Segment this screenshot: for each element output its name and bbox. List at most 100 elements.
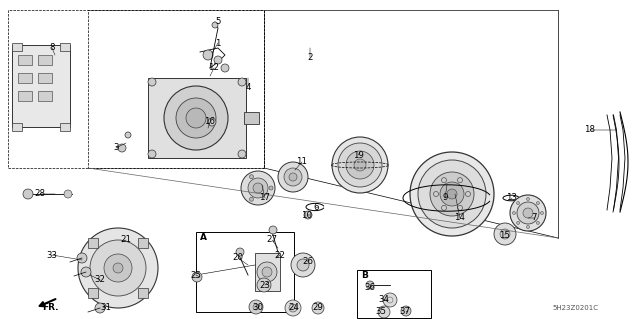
Text: 11: 11	[296, 158, 307, 167]
Circle shape	[118, 144, 126, 152]
Text: FR.: FR.	[42, 302, 58, 311]
Circle shape	[23, 189, 33, 199]
Circle shape	[262, 267, 272, 277]
Circle shape	[366, 281, 374, 289]
Circle shape	[354, 159, 366, 171]
Circle shape	[253, 183, 263, 193]
Circle shape	[214, 56, 222, 64]
Text: B: B	[361, 271, 368, 280]
Bar	[18, 91, 32, 101]
Circle shape	[291, 253, 315, 277]
Circle shape	[401, 306, 411, 316]
Circle shape	[269, 186, 273, 190]
Circle shape	[304, 211, 312, 219]
Text: 8: 8	[49, 43, 55, 53]
Text: 28: 28	[35, 189, 45, 198]
Circle shape	[148, 78, 156, 86]
Text: 14: 14	[454, 213, 465, 222]
Circle shape	[541, 211, 543, 214]
Bar	[244, 112, 259, 124]
Circle shape	[148, 150, 156, 158]
Circle shape	[203, 50, 213, 60]
Circle shape	[186, 108, 206, 128]
Circle shape	[90, 240, 146, 296]
Circle shape	[513, 211, 515, 214]
Circle shape	[458, 178, 463, 183]
Circle shape	[238, 78, 246, 86]
Circle shape	[289, 173, 297, 181]
Text: 26: 26	[303, 257, 314, 266]
Bar	[88, 288, 97, 299]
Circle shape	[312, 302, 324, 314]
Circle shape	[494, 223, 516, 245]
Text: 35: 35	[376, 308, 387, 316]
Circle shape	[81, 267, 91, 277]
Text: 20: 20	[232, 254, 243, 263]
Text: 5: 5	[215, 18, 221, 26]
Circle shape	[64, 190, 72, 198]
Circle shape	[77, 253, 87, 263]
Text: 36: 36	[365, 284, 376, 293]
Circle shape	[418, 160, 486, 228]
Bar	[38, 55, 52, 65]
Circle shape	[248, 178, 268, 198]
Bar	[196, 232, 294, 312]
Circle shape	[284, 168, 302, 186]
Circle shape	[500, 229, 510, 239]
Bar	[12, 43, 22, 51]
Circle shape	[241, 171, 275, 205]
Bar	[18, 73, 32, 83]
Circle shape	[236, 248, 244, 256]
Circle shape	[257, 262, 277, 282]
Circle shape	[164, 86, 228, 150]
Circle shape	[78, 228, 158, 308]
Circle shape	[125, 132, 131, 138]
Circle shape	[176, 98, 216, 138]
Circle shape	[536, 221, 540, 224]
Circle shape	[346, 151, 374, 179]
Circle shape	[257, 278, 271, 292]
Text: 23: 23	[259, 280, 271, 290]
Circle shape	[212, 22, 218, 28]
Circle shape	[221, 64, 229, 72]
Bar	[88, 238, 97, 248]
Text: 27: 27	[266, 235, 278, 244]
Bar	[38, 73, 52, 83]
Circle shape	[510, 195, 546, 231]
Text: 13: 13	[506, 194, 518, 203]
Text: 2: 2	[307, 53, 313, 62]
Text: 16: 16	[205, 117, 216, 127]
Text: 9: 9	[442, 194, 448, 203]
Circle shape	[536, 202, 540, 204]
Circle shape	[104, 254, 132, 282]
Text: 25: 25	[191, 271, 202, 279]
Text: 5H23Z0201C: 5H23Z0201C	[552, 305, 598, 311]
Text: 12: 12	[209, 63, 220, 72]
Bar	[357, 270, 431, 318]
Circle shape	[442, 205, 447, 210]
Text: A: A	[200, 234, 207, 242]
Circle shape	[250, 197, 253, 201]
Circle shape	[278, 162, 308, 192]
Text: 24: 24	[289, 303, 300, 313]
Text: 34: 34	[378, 295, 390, 305]
Text: 3: 3	[113, 144, 119, 152]
Circle shape	[442, 178, 447, 183]
Circle shape	[410, 152, 494, 236]
Text: 32: 32	[95, 276, 106, 285]
Text: 22: 22	[275, 250, 285, 259]
Text: 19: 19	[353, 151, 364, 160]
Text: 15: 15	[499, 231, 511, 240]
Text: 1: 1	[215, 39, 221, 48]
Circle shape	[332, 137, 388, 193]
Text: 31: 31	[100, 303, 111, 313]
Bar	[138, 238, 148, 248]
Bar	[8, 10, 264, 168]
Circle shape	[465, 191, 470, 197]
Bar	[148, 78, 246, 158]
Bar	[88, 10, 264, 168]
Text: 21: 21	[120, 235, 131, 244]
Text: 17: 17	[259, 194, 271, 203]
Circle shape	[285, 300, 301, 316]
Bar	[38, 91, 52, 101]
